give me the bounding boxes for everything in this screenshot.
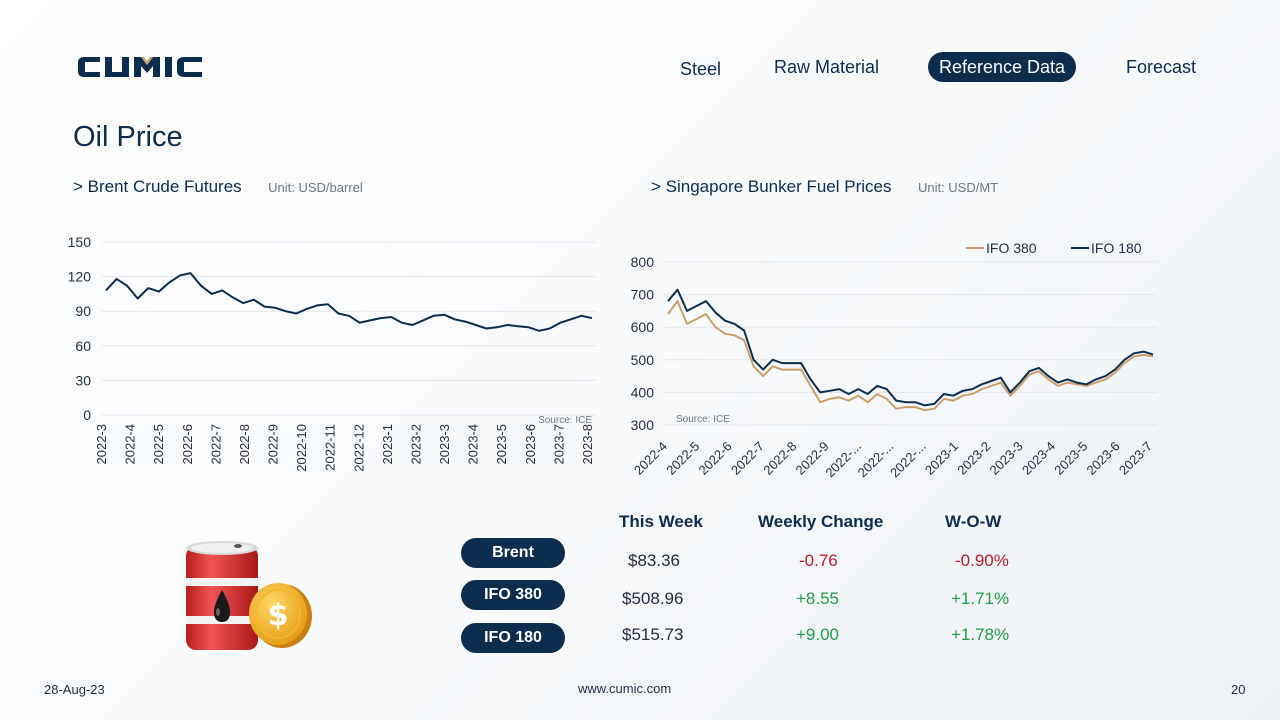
bunker-section-heading: > Singapore Bunker Fuel Prices Unit: USD… bbox=[651, 177, 998, 197]
bunker-source-label: Source: ICE bbox=[676, 414, 730, 425]
cumic-logo bbox=[78, 57, 202, 77]
brent-x-tick-label: 2022-11 bbox=[323, 424, 338, 471]
nav-item-forecast[interactable]: Forecast bbox=[1126, 57, 1197, 77]
bunker-x-tick-label: 2022-5 bbox=[663, 439, 702, 478]
col-header-weekly-change: Weekly Change bbox=[758, 512, 884, 531]
row-label-brent: Brent bbox=[461, 538, 565, 568]
bunker-x-tick-label: 2022-8 bbox=[760, 439, 799, 478]
bunker-y-tick-label: 700 bbox=[631, 287, 655, 303]
brent-x-tick-label: 2022-4 bbox=[123, 424, 138, 464]
bunker-unit-label: Unit: USD/MT bbox=[917, 180, 999, 195]
ifo380-wow: +1.71% bbox=[951, 589, 1010, 608]
brent-x-tick-label: 2023-4 bbox=[466, 424, 481, 464]
brent-y-tick-label: 0 bbox=[83, 407, 91, 423]
bunker-x-tick-label: 2022-7 bbox=[728, 439, 767, 478]
bunker-x-tick-label: 2023-1 bbox=[922, 439, 961, 478]
nav-item-reference-data[interactable]: Reference Data bbox=[928, 52, 1077, 82]
logo-letter-c2 bbox=[177, 57, 202, 77]
brent-x-tick-label: 2022-9 bbox=[266, 424, 281, 464]
footer-page-number: 20 bbox=[1231, 682, 1246, 697]
col-header-wow: W-O-W bbox=[945, 512, 1002, 531]
svg-text:$: $ bbox=[268, 598, 289, 633]
bunker-x-tick-label: 2022-4 bbox=[631, 439, 670, 478]
brent-x-tick-label: 2023-1 bbox=[380, 424, 395, 464]
col-header-this-week: This Week bbox=[619, 512, 703, 531]
brent-y-tick-label: 90 bbox=[75, 303, 91, 319]
nav-item-steel[interactable]: Steel bbox=[680, 59, 722, 79]
brent-x-tick-label: 2022-12 bbox=[351, 424, 366, 472]
bunker-legend-label-1: IFO 180 bbox=[1091, 240, 1142, 256]
bunker-y-tick-label: 800 bbox=[631, 254, 655, 270]
row-label-ifo380: IFO 380 bbox=[461, 580, 565, 610]
brent-source-label: Source: ICE bbox=[538, 415, 592, 426]
logo-letter-i bbox=[165, 57, 172, 77]
brent-x-tick-label: 2023-2 bbox=[408, 424, 423, 464]
brent-x-tick-label: 2022-6 bbox=[180, 424, 195, 464]
logo-accent bbox=[141, 57, 153, 65]
brent-x-tick-label: 2022-3 bbox=[94, 424, 109, 464]
brent-y-tick-label: 150 bbox=[68, 234, 92, 250]
brent-x-tick-label: 2023-8 bbox=[580, 424, 595, 464]
brent-x-tick-label: 2022-5 bbox=[151, 424, 166, 464]
brent-series-line-0 bbox=[105, 272, 593, 332]
ifo180-wow: +1.78% bbox=[951, 625, 1010, 644]
bunker-x-tick-label: 2022-... bbox=[887, 439, 929, 481]
oil-barrel-dollar-icon: $ bbox=[186, 541, 312, 650]
bunker-legend-label-0: IFO 380 bbox=[986, 240, 1037, 256]
brent-x-tick-label: 2023-3 bbox=[437, 424, 452, 464]
bunker-x-tick-label: 2023-3 bbox=[987, 439, 1026, 478]
brent-weekly-change: -0.76 bbox=[799, 551, 838, 570]
ifo180-this-week: $515.73 bbox=[622, 625, 684, 644]
brent-x-tick-label: 2022-8 bbox=[237, 424, 252, 464]
brent-x-tick-label: 2023-6 bbox=[523, 424, 538, 464]
bunker-x-tick-label: 2023-5 bbox=[1051, 439, 1090, 478]
brent-x-tick-label: 2022-10 bbox=[294, 424, 309, 472]
bunker-y-tick-label: 500 bbox=[631, 352, 655, 368]
brent-x-tick-label: 2023-5 bbox=[494, 424, 509, 464]
bunker-section-title: > Singapore Bunker Fuel Prices bbox=[651, 177, 892, 196]
logo-letter-m bbox=[134, 57, 160, 77]
footer-date: 28-Aug-23 bbox=[44, 682, 105, 697]
brent-unit-label: Unit: USD/barrel bbox=[268, 180, 363, 195]
bunker-x-tick-label: 2022-6 bbox=[696, 439, 735, 478]
bunker-x-tick-label: 2023-2 bbox=[954, 439, 993, 478]
brent-x-tick-label: 2022-7 bbox=[208, 424, 223, 464]
top-nav: Steel Raw Material Reference Data Foreca… bbox=[0, 52, 1280, 82]
logo-letter-u bbox=[105, 57, 129, 77]
brent-wow: -0.90% bbox=[955, 551, 1009, 570]
nav-item-raw-material[interactable]: Raw Material bbox=[774, 57, 880, 77]
bunker-x-tick-label: 2023-4 bbox=[1019, 439, 1058, 478]
logo-letter-c bbox=[78, 57, 100, 77]
bunker-series-line-1 bbox=[667, 288, 1154, 407]
bunker-price-chart: 3004005006007008002022-42022-52022-62022… bbox=[631, 240, 1157, 481]
ifo180-weekly-change: +9.00 bbox=[796, 625, 840, 644]
bunker-y-tick-label: 300 bbox=[631, 417, 655, 433]
brent-x-tick-label: 2023-7 bbox=[551, 424, 566, 464]
brent-section-title: > Brent Crude Futures bbox=[73, 177, 242, 196]
brent-y-tick-label: 60 bbox=[75, 338, 91, 354]
brent-this-week: $83.36 bbox=[628, 551, 680, 570]
row-label-ifo180: IFO 180 bbox=[461, 623, 565, 653]
brent-section-heading: > Brent Crude Futures Unit: USD/barrel bbox=[73, 177, 363, 197]
brent-y-tick-label: 30 bbox=[75, 372, 91, 388]
bunker-series-line-0 bbox=[667, 300, 1154, 412]
page-title: Oil Price bbox=[73, 121, 183, 153]
brent-y-tick-label: 120 bbox=[68, 269, 92, 285]
bunker-x-tick-label: 2023-7 bbox=[1116, 439, 1155, 478]
ifo380-weekly-change: +8.55 bbox=[796, 589, 840, 608]
footer-website[interactable]: www.cumic.com bbox=[578, 681, 672, 696]
bunker-y-tick-label: 400 bbox=[631, 384, 655, 400]
ifo380-this-week: $508.96 bbox=[622, 589, 684, 608]
bunker-y-tick-label: 600 bbox=[631, 319, 655, 335]
brent-price-chart: 0 30 60 90 120 150 2022-3 2022-4 2022-5 2022-6 202… bbox=[68, 234, 596, 472]
bunker-x-tick-label: 2023-6 bbox=[1084, 439, 1123, 478]
